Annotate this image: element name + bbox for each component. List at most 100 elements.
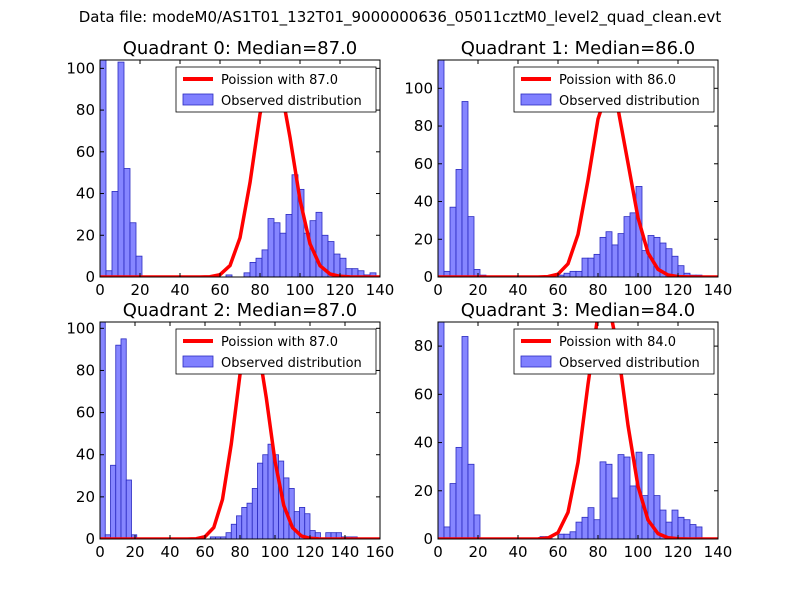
histogram-bar	[443, 526, 451, 539]
legend-entry-poisson: Poission with 86.0	[559, 73, 676, 88]
y-tick-label: 80	[76, 101, 95, 119]
histogram-bar	[581, 516, 589, 539]
histogram-bar	[267, 218, 275, 277]
x-tick-label: 160	[366, 543, 395, 561]
x-tick-label: 60	[548, 543, 567, 561]
histogram-bar	[262, 454, 269, 539]
quadrant-0-panel: 0 20 40 60 80 100 120 140 0 20 40 60 80 100 Quadrant 0…	[66, 38, 394, 299]
y-tick-label: 0	[423, 268, 433, 286]
y-tick-label: 0	[423, 530, 433, 548]
histogram-bar	[111, 191, 119, 277]
x-tick-label: 60	[210, 281, 229, 299]
y-tick-label: 0	[85, 268, 95, 286]
x-tick-label: 40	[508, 543, 527, 561]
y-tick-label: 100	[66, 59, 95, 77]
legend-entry-observed: Observed distribution	[221, 94, 362, 109]
histogram-bar	[243, 272, 251, 277]
histogram-bar	[236, 515, 243, 539]
x-tick-label: 80	[230, 543, 249, 561]
histogram-bar	[605, 463, 613, 539]
histogram-bar	[629, 485, 637, 539]
x-tick-label: 0	[95, 543, 105, 561]
histogram-bar	[273, 222, 281, 277]
y-tick-label: 80	[414, 117, 433, 135]
y-tick-label: 40	[414, 193, 433, 211]
x-tick-label: 100	[624, 281, 653, 299]
quadrant-0-plot-area	[100, 60, 380, 277]
histogram-bar	[117, 61, 125, 277]
x-tick-label: 100	[286, 281, 315, 299]
x-tick-label: 60	[548, 281, 567, 299]
y-tick-label: 60	[414, 155, 433, 173]
legend-bar-swatch	[182, 355, 214, 368]
histogram-bar	[438, 60, 445, 277]
histogram-bar	[593, 253, 601, 277]
histogram-bar	[249, 261, 257, 277]
histogram-bar	[449, 483, 457, 539]
histogram-bar	[599, 236, 607, 277]
y-tick-label: 60	[76, 143, 95, 161]
poisson-curve	[100, 68, 380, 277]
histogram-bar	[605, 231, 613, 277]
histogram-bar	[569, 531, 577, 539]
axes-frame	[437, 59, 719, 278]
x-tick-label: 20	[130, 281, 149, 299]
histogram-bar	[623, 216, 631, 277]
legend-bar-swatch	[520, 355, 552, 368]
histogram-bar	[611, 244, 619, 277]
poisson-curve	[438, 86, 718, 277]
histogram-bar	[617, 233, 625, 277]
histogram-bar	[473, 514, 481, 539]
histogram-bar	[461, 336, 469, 539]
quadrant-title: Quadrant 3: Median=84.0	[461, 300, 696, 321]
histogram-bar	[617, 454, 625, 539]
histogram-bar	[623, 456, 631, 539]
histogram-bar	[575, 270, 583, 277]
histogram-bar	[587, 507, 595, 539]
y-tick-label: 40	[76, 446, 95, 464]
histogram-bar	[599, 461, 607, 539]
legend-entry-observed: Observed distribution	[559, 356, 700, 371]
x-tick-label: 140	[366, 281, 395, 299]
histogram-bar	[689, 524, 697, 539]
y-tick-label: 40	[414, 434, 433, 452]
histogram-bar	[335, 532, 342, 539]
quadrant-1-plot-area	[438, 60, 718, 277]
histogram-bar	[125, 479, 132, 539]
histogram-bar	[683, 519, 691, 539]
histogram-bar	[677, 516, 685, 539]
quadrant-title: Quadrant 0: Median=87.0	[123, 38, 358, 59]
x-tick-label: 80	[588, 281, 607, 299]
legend-entry-observed: Observed distribution	[221, 356, 362, 371]
histogram-bar	[285, 214, 293, 277]
quadrant-2-panel: 0 20 40 60 80 100 120 140 160 0 20 40 60 80 100 Quadran…	[66, 300, 394, 561]
legend-entry-poisson: Poission with 87.0	[221, 73, 338, 88]
x-tick-label: 40	[160, 543, 179, 561]
axes-frame	[99, 59, 381, 278]
x-tick-label: 0	[95, 281, 105, 299]
quadrant-title: Quadrant 1: Median=86.0	[461, 38, 696, 59]
y-tick-label: 20	[76, 488, 95, 506]
histogram-bar	[131, 534, 138, 539]
x-tick-label: 120	[664, 281, 693, 299]
x-tick-label: 40	[170, 281, 189, 299]
histogram-bar	[671, 509, 679, 539]
histogram-bar	[100, 322, 106, 539]
histogram-bar	[581, 257, 589, 277]
histogram-bar	[279, 232, 287, 277]
y-tick-label: 60	[76, 404, 95, 422]
histogram-bar	[455, 169, 463, 277]
legend-entry-poisson: Poission with 84.0	[559, 335, 676, 350]
figure-suptitle: Data file: modeM0/AS1T01_132T01_90000006…	[78, 8, 722, 26]
histogram-bar	[575, 521, 583, 539]
histogram-bar	[563, 272, 571, 277]
histogram-bar	[129, 222, 137, 277]
histogram-bar	[100, 60, 107, 277]
x-tick-label: 120	[664, 543, 693, 561]
y-tick-label: 20	[76, 226, 95, 244]
histogram-bar	[314, 532, 321, 539]
histogram-bar	[246, 502, 253, 539]
histogram-bar	[467, 216, 475, 277]
quadrant-3-panel: 0 20 40 60 80 100 120 140 0 20 40 60 80 Quadrant 3: M…	[414, 300, 732, 561]
histogram-bar	[449, 206, 457, 277]
